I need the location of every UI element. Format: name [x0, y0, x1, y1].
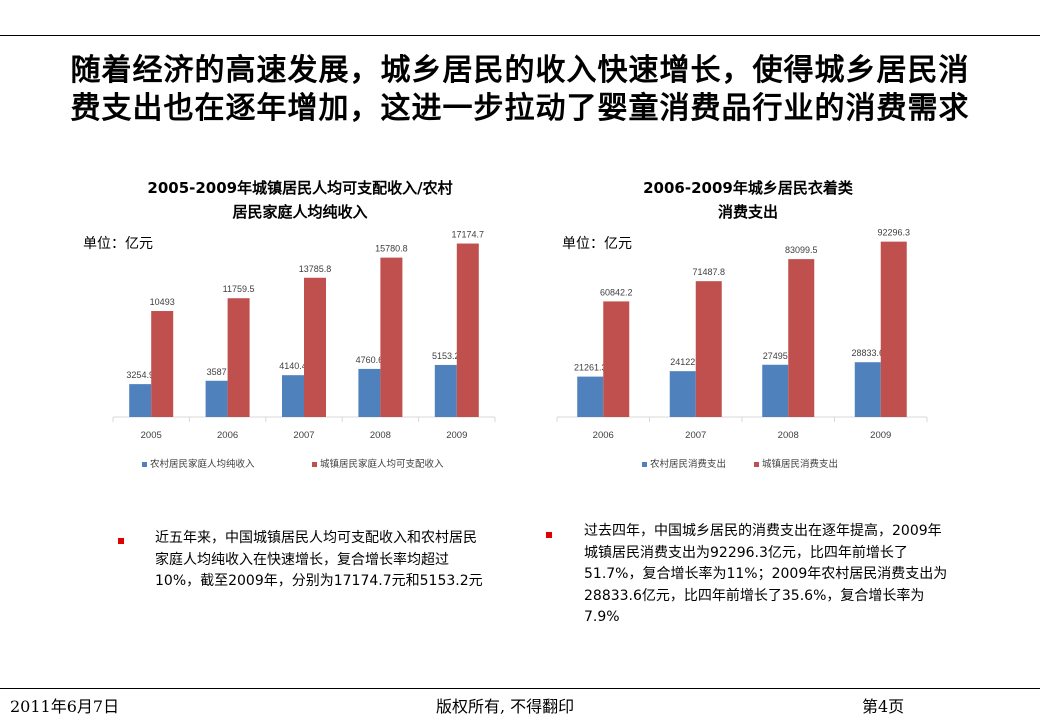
chart1-data-label: 11759.5: [223, 284, 255, 294]
chart1-bar-series1-2005: [151, 311, 174, 417]
chart2-data-label: 24122: [670, 357, 695, 367]
bottom-divider: [0, 688, 1040, 689]
chart1-data-label: 10493: [150, 297, 175, 307]
chart2-data-label: 27495: [763, 351, 788, 361]
bullet-square-icon: [118, 538, 124, 544]
chart1-x-tick-label: 2008: [370, 430, 391, 441]
chart2-title-line-2: 消费支出: [717, 203, 778, 221]
chart2-x-tick-label: 2007: [685, 430, 706, 441]
chart2-bar-series1-2007: [695, 281, 722, 417]
chart1-data-label: 3587: [207, 367, 227, 377]
chart1-x-tick-label: 2006: [217, 430, 238, 441]
chart1-title-line-1: 2005-2009年城镇居民人均可支配收入/农村: [147, 179, 453, 197]
chart2-bar-series1-2009: [880, 241, 907, 417]
bullet-square-icon: [546, 532, 552, 538]
chart2-bar-series1-2008: [788, 259, 815, 417]
chart1-title-line-2: 居民家庭人均纯收入: [232, 203, 368, 221]
note-left: 近五年来，中国城镇居民人均可支配收入和农村居民家庭人均纯收入在快速增长，复合增长…: [155, 530, 483, 589]
chart2-legend-swatch-1: [754, 462, 759, 467]
chart2-unit-label: 单位：亿元: [562, 236, 632, 252]
chart1-bar-series0-2009: [434, 364, 457, 417]
chart2-title: 2006-2009年城乡居民衣着类 消费支出: [548, 176, 948, 224]
chart1-bar-series1-2006: [227, 298, 250, 417]
chart2-bar-series0-2009: [854, 362, 881, 417]
chart2-bar-series0-2008: [762, 364, 789, 417]
note-right: 过去四年，中国城乡居民的消费支出在逐年提高，2009年城镇居民消费支出为9229…: [584, 523, 948, 625]
chart1-data-label: 17174.7: [452, 230, 485, 240]
chart2-data-label: 60842.2: [600, 287, 633, 297]
chart1-data-label: 13785.8: [299, 264, 332, 274]
headline-line-1: 随着经济的高速发展，城乡居民的收入快速增长，使得城乡居民消: [70, 53, 970, 88]
chart2-data-label: 83099.5: [785, 245, 818, 255]
chart1-legend-label-1: 城镇居民家庭人均可支配收入: [320, 458, 444, 470]
chart1-x-tick-label: 2005: [141, 430, 162, 441]
chart1-x-tick-label: 2007: [293, 430, 314, 441]
headline-line-2: 费支出也在逐年增加，这进一步拉动了婴童消费品行业的消费需求: [70, 91, 970, 126]
chart1-data-label: 15780.8: [375, 244, 408, 254]
chart1-legend-swatch-1: [312, 462, 317, 467]
chart2-data-label: 92296.3: [877, 228, 910, 238]
chart2-data-label: 28833.6: [851, 348, 884, 358]
chart2-data-label: 21261.3: [574, 363, 607, 373]
chart1-bar-series0-2005: [129, 384, 152, 417]
chart1-x-tick-label: 2009: [446, 430, 467, 441]
chart2-legend-label-1: 城镇居民消费支出: [762, 458, 838, 470]
chart2-legend-swatch-0: [642, 462, 647, 467]
chart1-bar-series1-2007: [304, 277, 326, 417]
chart1-unit-label: 单位：亿元: [83, 236, 153, 252]
chart2-x-tick-label: 2009: [870, 430, 891, 441]
chart2-bar-series0-2006: [577, 376, 604, 417]
chart1-data-label: 5153.2: [432, 351, 460, 361]
chart1-title: 2005-2009年城镇居民人均可支配收入/农村 居民家庭人均纯收入: [100, 176, 500, 224]
chart1-data-label: 3254.9: [126, 370, 154, 380]
footer-page-number: 第4页: [862, 697, 905, 716]
chart1-bar-series1-2009: [456, 243, 479, 417]
footer-date: 2011年6月7日: [10, 697, 120, 716]
chart2-title-line-1: 2006-2009年城乡居民衣着类: [643, 179, 853, 197]
chart1-data-label: 4760.6: [356, 355, 384, 365]
chart1-legend-label-0: 农村居民家庭人均纯收入: [150, 458, 255, 470]
chart2-data-label: 71487.8: [692, 267, 725, 277]
chart2-bar-series0-2007: [669, 371, 696, 417]
chart2-x-tick-label: 2006: [593, 430, 614, 441]
chart2-bar-series1-2006: [603, 301, 630, 417]
chart2-legend-label-0: 农村居民消费支出: [650, 458, 726, 470]
chart2-x-tick-label: 2008: [778, 430, 799, 441]
chart1-legend-swatch-0: [142, 462, 147, 467]
chart1-bar-series1-2008: [380, 257, 403, 417]
chart1-data-label: 4140.4: [279, 361, 307, 371]
footer-copyright: 版权所有, 不得翻印: [436, 697, 575, 716]
top-divider: [0, 35, 1040, 36]
chart1-bar-series0-2008: [358, 368, 381, 417]
chart1-bar-series0-2007: [282, 375, 304, 417]
chart1-bar-series0-2006: [205, 380, 228, 417]
